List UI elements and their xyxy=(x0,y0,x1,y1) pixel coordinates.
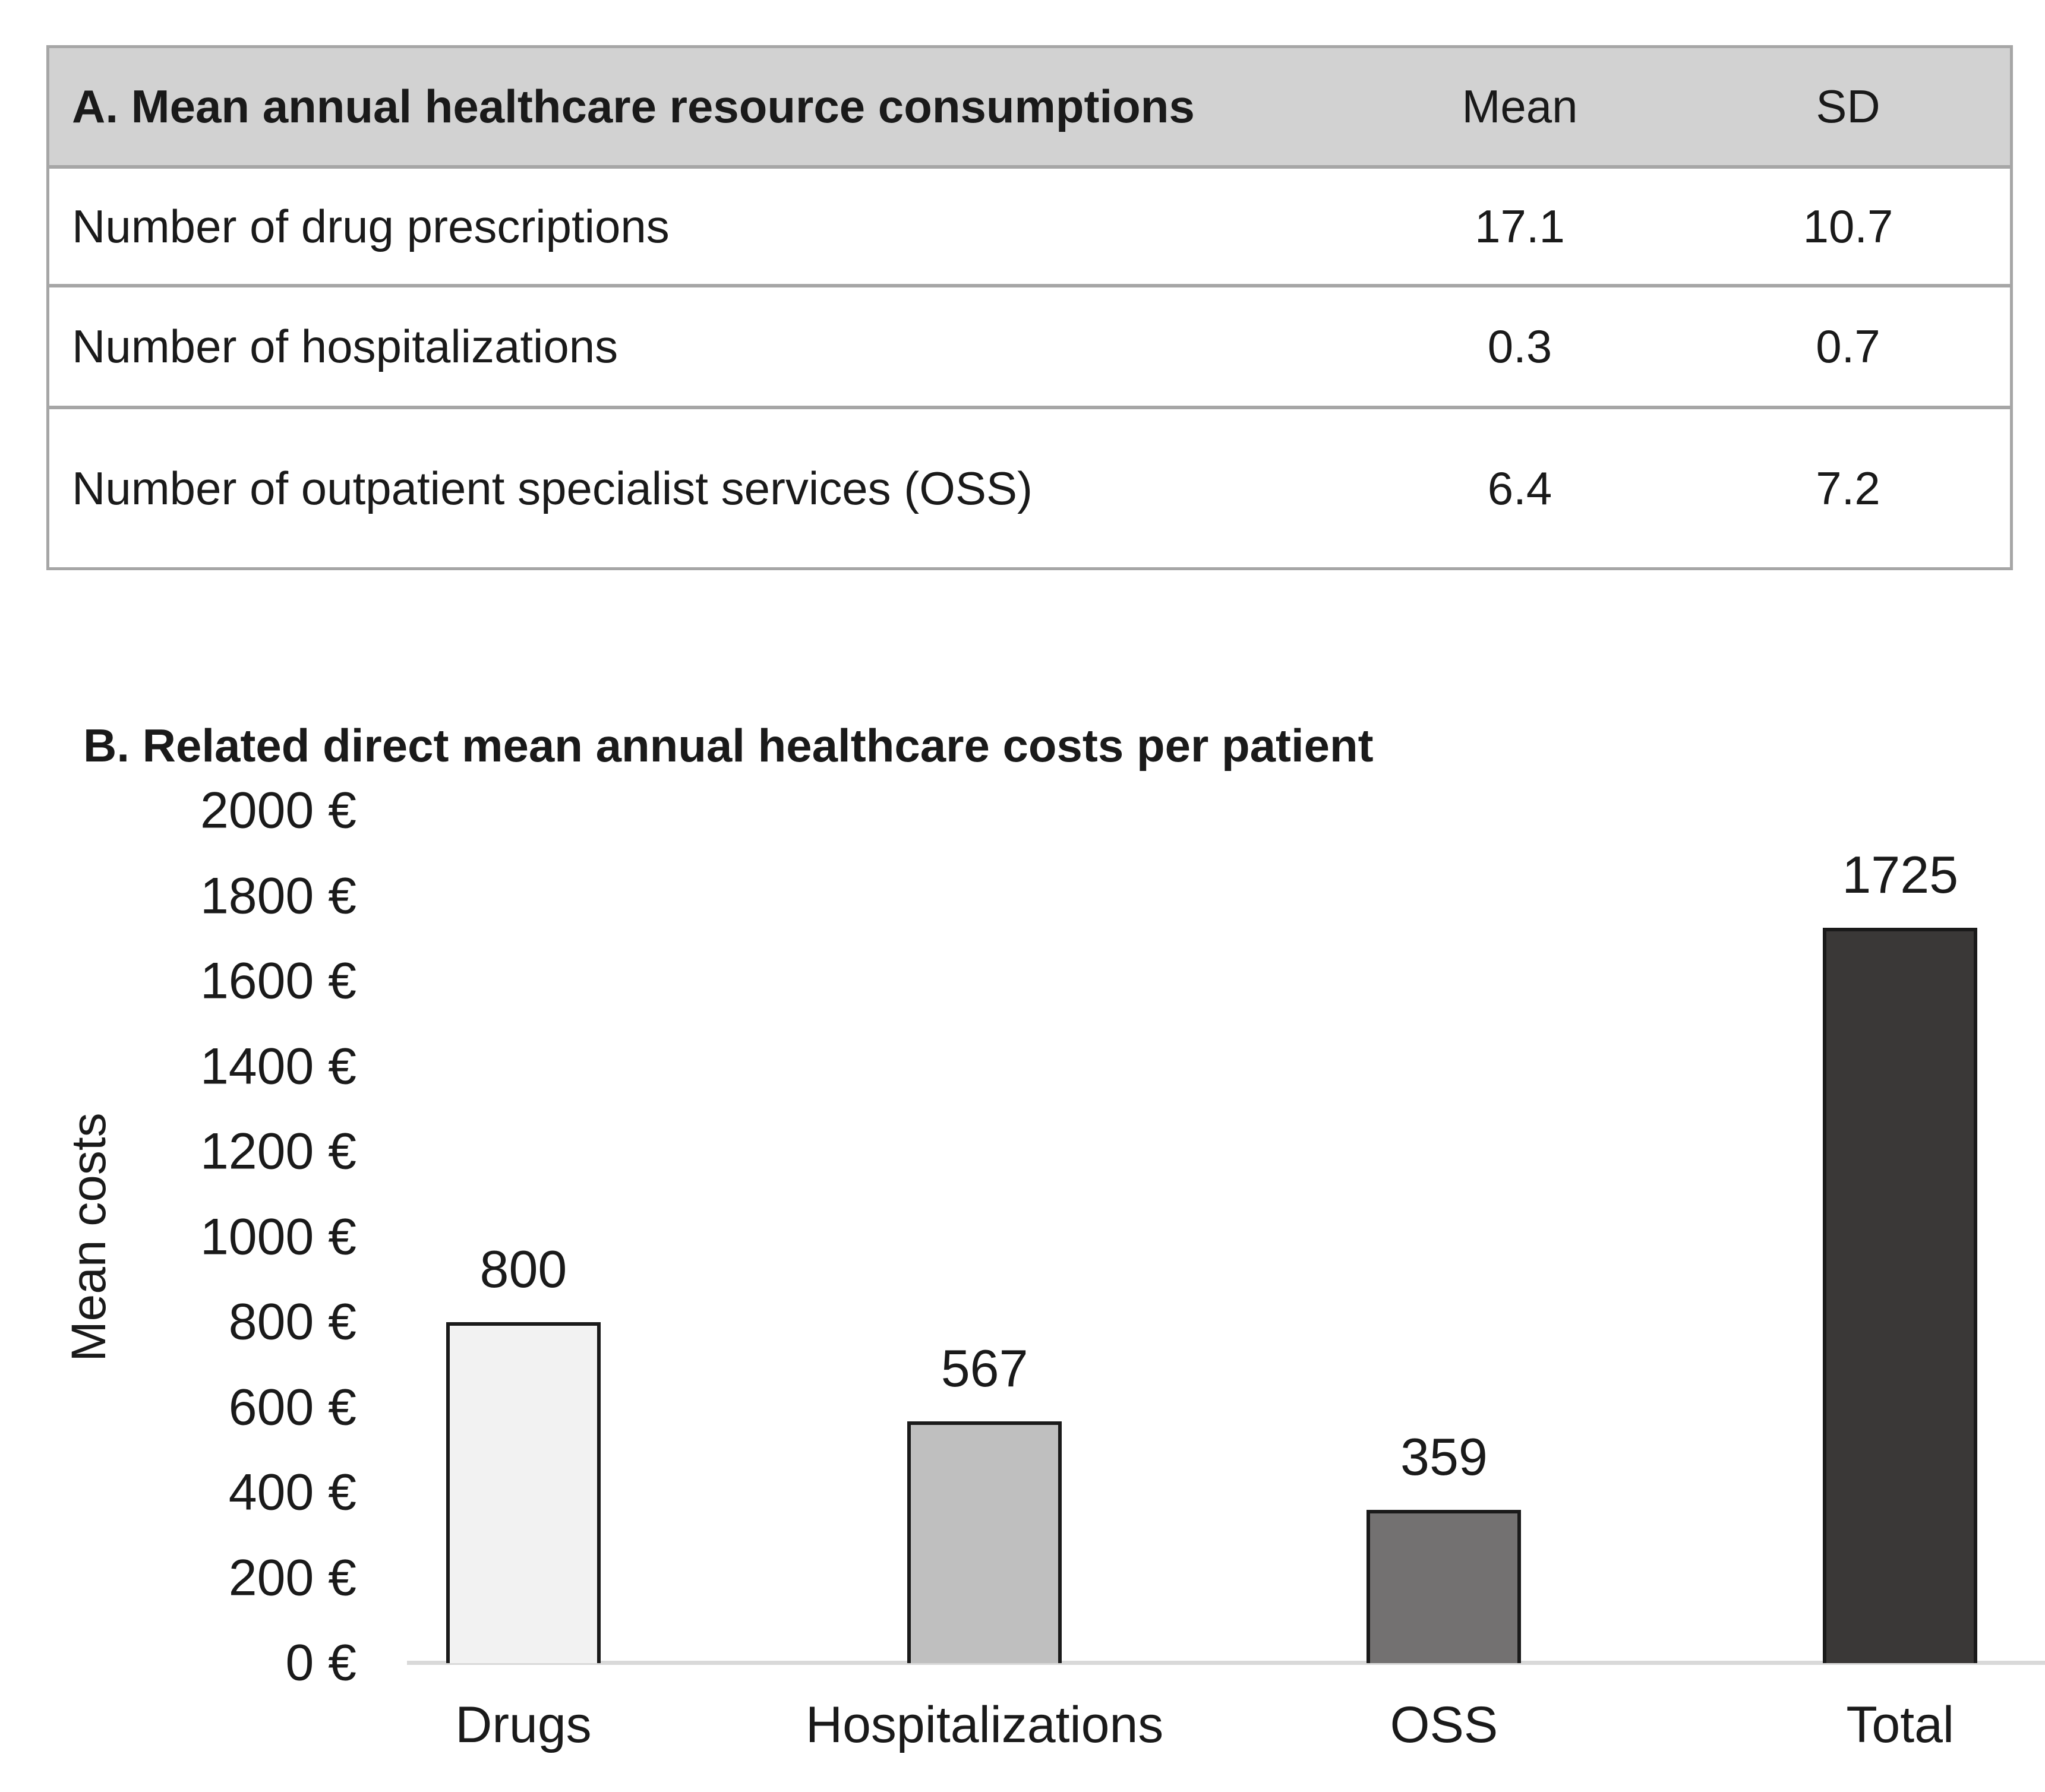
bar-chart: Mean costs 2000 € 1800 € 1600 € 1400 € 1200 … xyxy=(53,782,2045,1753)
y-axis-ticks: 2000 € 1800 € 1600 € 1400 € 1200 € 1000 € 800 … xyxy=(125,782,380,1692)
y-axis-title: Mean costs xyxy=(53,811,125,1663)
column-header-mean: Mean xyxy=(1462,80,1578,132)
table-header-row: A. Mean annual healthcare resource consu… xyxy=(49,48,2010,165)
bar-value-label: 1725 xyxy=(1842,845,1959,905)
x-axis-label: Drugs xyxy=(455,1696,592,1753)
bar-value-label: 800 xyxy=(479,1240,567,1298)
row-label: Number of drug prescriptions xyxy=(72,200,670,252)
y-tick-label: 600 € xyxy=(228,1379,356,1436)
bar-group-total: 1725 xyxy=(1823,845,1978,1663)
bar-value-label: 567 xyxy=(941,1339,1028,1398)
table-header-title: A. Mean annual healthcare resource consu… xyxy=(72,80,1195,132)
y-tick-label: 2000 € xyxy=(200,782,356,839)
bar-total xyxy=(1823,928,1978,1663)
y-tick-label: 0 € xyxy=(285,1634,356,1692)
row-label: Number of outpatient specialist services… xyxy=(72,462,1033,514)
x-axis-line xyxy=(407,1661,2045,1665)
y-tick-label: 1600 € xyxy=(200,952,356,1010)
y-tick-label: 1800 € xyxy=(200,867,356,924)
table-row: Number of outpatient specialist services… xyxy=(49,406,2010,567)
y-tick-label: 200 € xyxy=(228,1549,356,1606)
panel-a-table: A. Mean annual healthcare resource consu… xyxy=(46,45,2013,570)
mean-value: 6.4 xyxy=(1487,462,1552,514)
x-axis-label: OSS xyxy=(1390,1696,1498,1753)
bar-group-oss: 359 xyxy=(1367,1427,1522,1663)
y-tick-label: 1400 € xyxy=(200,1038,356,1095)
row-label: Number of hospitalizations xyxy=(72,320,618,372)
x-axis-label: Total xyxy=(1846,1696,1955,1753)
y-tick-label: 400 € xyxy=(228,1464,356,1521)
column-header-sd: SD xyxy=(1816,80,1880,132)
mean-value: 17.1 xyxy=(1475,200,1565,252)
bar-value-label: 359 xyxy=(1400,1427,1488,1487)
sd-value: 0.7 xyxy=(1816,320,1880,372)
y-axis-title-text: Mean costs xyxy=(62,1112,116,1362)
sd-value: 10.7 xyxy=(1803,200,1893,252)
table-row: Number of drug prescriptions 17.1 10.7 xyxy=(49,165,2010,284)
bar-group-drugs: 800 xyxy=(446,1239,601,1663)
plot-area: 800 Drugs 567 Hospitalizations 359 OSS 1725 Tot… xyxy=(380,811,2045,1753)
panel-b-title: B. Related direct mean annual healthcare… xyxy=(83,719,1374,772)
y-tick-label: 1200 € xyxy=(200,1123,356,1180)
mean-value: 0.3 xyxy=(1487,320,1552,372)
x-axis-label: Hospitalizations xyxy=(805,1696,1164,1753)
y-tick-label: 1000 € xyxy=(200,1208,356,1265)
bar-group-hospitalizations: 567 xyxy=(907,1338,1062,1663)
y-tick-label: 800 € xyxy=(228,1293,356,1351)
sd-value: 7.2 xyxy=(1816,462,1880,514)
bar-oss xyxy=(1367,1510,1522,1663)
table-row: Number of hospitalizations 0.3 0.7 xyxy=(49,284,2010,406)
bar-hospitalizations xyxy=(907,1421,1062,1663)
bar-drugs xyxy=(446,1322,601,1663)
